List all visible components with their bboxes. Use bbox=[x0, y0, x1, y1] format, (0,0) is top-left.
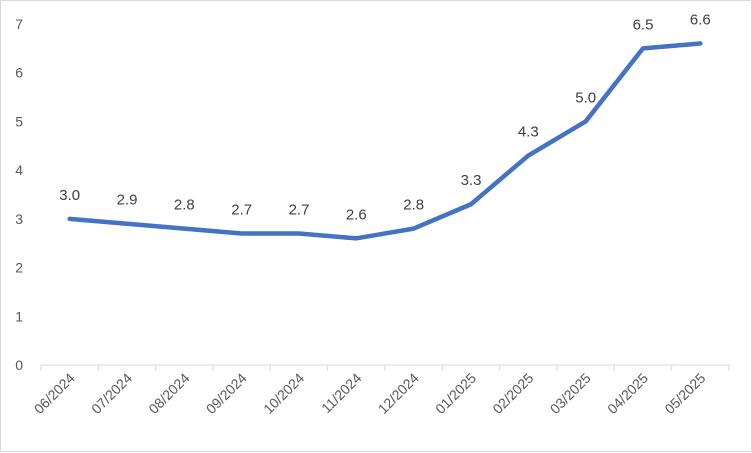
x-tick-label: 04/2025 bbox=[604, 370, 651, 417]
x-axis-tickmarks bbox=[40, 365, 730, 371]
x-tick-label: 09/2024 bbox=[203, 370, 250, 417]
y-tick-label: 5 bbox=[15, 113, 23, 129]
y-tick-label: 1 bbox=[15, 308, 23, 324]
x-tick-label: 06/2024 bbox=[31, 370, 78, 417]
data-label: 3.3 bbox=[461, 172, 482, 189]
x-tick-label: 01/2025 bbox=[432, 370, 479, 417]
y-tick-label: 4 bbox=[15, 162, 23, 178]
y-tick-label: 3 bbox=[15, 211, 23, 227]
data-label: 2.8 bbox=[174, 197, 195, 214]
data-label: 5.0 bbox=[575, 89, 596, 106]
data-label: 2.7 bbox=[289, 201, 310, 218]
y-tick-label: 7 bbox=[15, 16, 23, 32]
data-label: 3.0 bbox=[59, 187, 80, 204]
y-tick-label: 0 bbox=[15, 357, 23, 373]
x-tick-label: 05/2025 bbox=[661, 370, 708, 417]
y-tick-label: 2 bbox=[15, 260, 23, 276]
x-tick-label: 10/2024 bbox=[260, 370, 307, 417]
data-label: 4.3 bbox=[518, 124, 539, 141]
x-tick-label: 08/2024 bbox=[145, 370, 192, 417]
x-axis: 06/2024 07/2024 08/2024 09/2024 10/2024 11/20… bbox=[31, 370, 709, 417]
data-label: 2.9 bbox=[117, 192, 138, 209]
x-tick-label: 02/2025 bbox=[489, 370, 536, 417]
data-label: 6.6 bbox=[690, 11, 711, 28]
x-tick-label: 11/2024 bbox=[318, 370, 365, 417]
x-tick-label: 03/2025 bbox=[547, 370, 594, 417]
series-line bbox=[67, 41, 703, 241]
y-axis: 0 1 2 3 4 5 6 7 bbox=[15, 16, 23, 373]
data-label: 6.5 bbox=[633, 16, 654, 33]
x-tick-label: 12/2024 bbox=[375, 370, 422, 417]
data-labels: 3.0 2.9 2.8 2.7 2.7 2.6 2.8 3.3 4.3 5.0 6.5 6.6 bbox=[59, 11, 711, 223]
y-tick-label: 6 bbox=[15, 65, 23, 81]
data-label: 2.8 bbox=[403, 197, 424, 214]
data-label: 2.7 bbox=[231, 201, 252, 218]
x-tick-label: 07/2024 bbox=[88, 370, 135, 417]
data-label: 2.6 bbox=[346, 206, 367, 223]
